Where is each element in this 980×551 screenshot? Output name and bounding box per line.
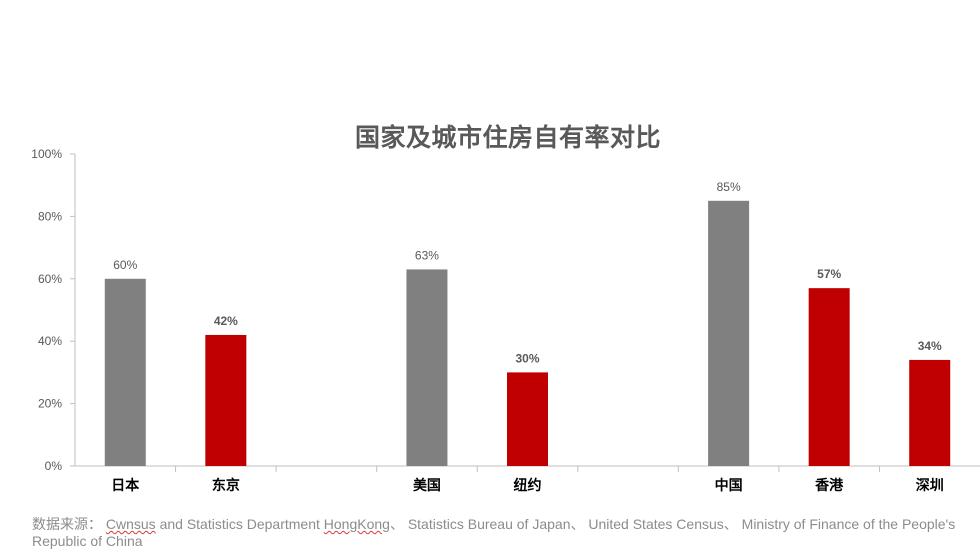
y-tick-label: 100% (31, 147, 62, 161)
y-tick-label: 40% (38, 334, 62, 348)
data-label: 63% (415, 248, 439, 262)
data-label: 57% (817, 267, 841, 281)
data-label: 60% (113, 258, 137, 272)
category-label: 日本 (111, 477, 140, 494)
bar-6 (909, 359, 951, 466)
source-misspelled-word: HongKong (323, 516, 390, 532)
data-label: 85% (717, 180, 741, 194)
y-tick-label: 80% (38, 209, 62, 223)
category-label: 美国 (413, 477, 441, 494)
bar-5 (808, 288, 850, 466)
source-text: and Statistics Department (155, 516, 324, 532)
bar-4 (708, 200, 750, 467)
bar-0 (104, 278, 146, 466)
bar-2 (406, 269, 448, 466)
category-label: 深圳 (916, 477, 944, 494)
source-misspelled-word: Cwnsus (105, 516, 156, 532)
data-label: 30% (515, 351, 539, 365)
category-label: 中国 (715, 477, 743, 494)
source-prefix: 数据来源： (32, 516, 102, 532)
data-label: 34% (918, 339, 942, 353)
category-label: 香港 (814, 477, 844, 494)
y-tick-label: 20% (38, 397, 62, 411)
source-text: 、 Statistics Bureau of Japan、 United Sta… (32, 516, 956, 549)
y-tick-label: 60% (38, 272, 62, 286)
bar-1 (205, 334, 247, 466)
category-label: 纽约 (514, 477, 542, 494)
category-label: 东京 (212, 477, 240, 494)
y-tick-label: 0% (45, 459, 63, 473)
source-note: 数据来源： Cwnsus and Statistics Department H… (32, 516, 977, 550)
bar-3 (507, 372, 548, 466)
bar-chart: 0% 20% 40% 60% 80% 100% 60% 日本 42% 东京 63% 美国 30% 纽约 85… (31, 147, 980, 494)
data-label: 42% (214, 314, 238, 328)
chart-title: 国家及城市住房自有率对比 (354, 123, 661, 152)
